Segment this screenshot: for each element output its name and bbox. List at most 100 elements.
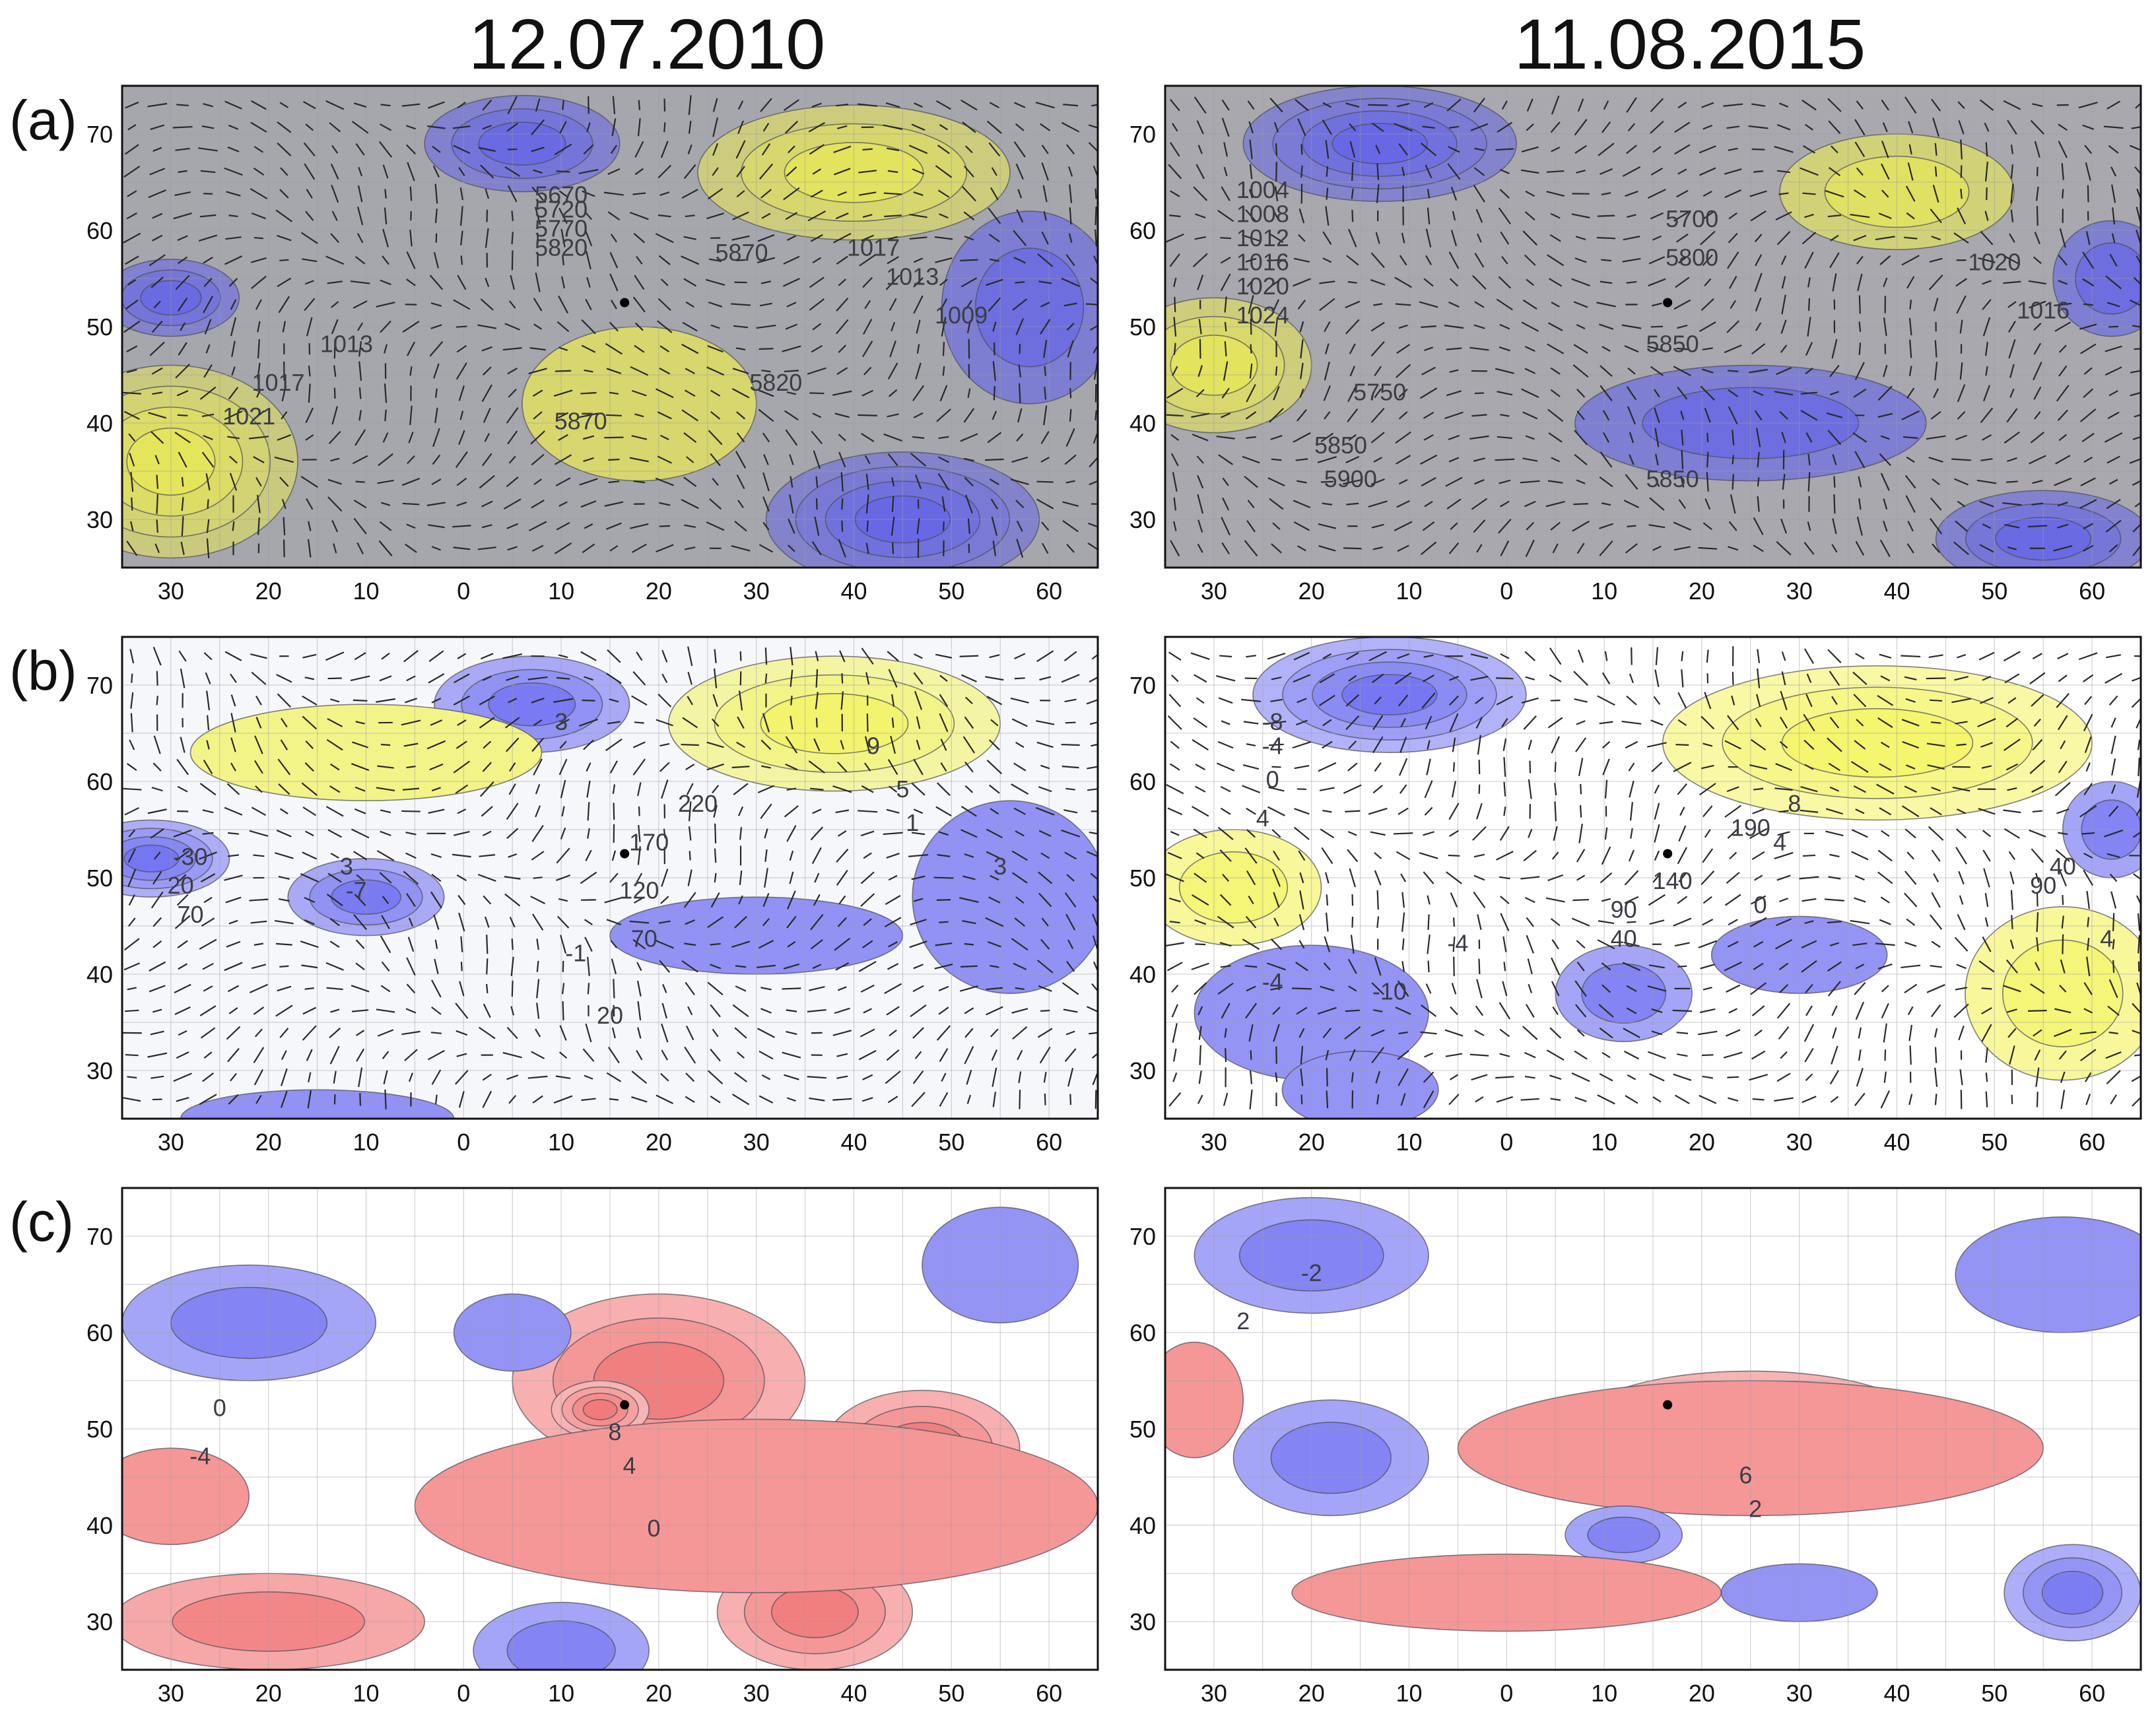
wind-vector — [2007, 697, 2017, 704]
wind-vector — [283, 539, 285, 558]
wind-vector — [1370, 279, 1386, 286]
wind-vector — [1037, 253, 1054, 267]
wind-vector — [712, 694, 718, 708]
wind-vector — [1877, 963, 1893, 970]
wind-vector — [250, 121, 267, 133]
wind-vector — [125, 101, 139, 109]
wind-vector — [1982, 936, 1992, 952]
wind-vector — [883, 832, 903, 836]
wind-vector — [1474, 147, 1485, 151]
wind-vector — [1274, 186, 1279, 201]
wind-vector — [2031, 502, 2044, 506]
wind-vector — [1224, 1028, 1227, 1038]
wind-vector — [253, 942, 264, 946]
wind-vector — [434, 183, 438, 204]
wind-vector — [1623, 941, 1640, 947]
wind-vector — [1757, 496, 1760, 512]
wind-vector — [2004, 523, 2020, 529]
wind-vector — [1067, 1068, 1074, 1087]
wind-vector — [2134, 502, 2141, 508]
wind-vector — [1774, 939, 1793, 950]
wind-vector — [1883, 498, 1888, 510]
wind-vector — [1958, 120, 1965, 135]
contour-label: 4 — [1773, 828, 1786, 855]
wind-vector — [936, 1025, 951, 1041]
wind-vector — [1168, 651, 1182, 661]
wind-vector — [1015, 987, 1025, 990]
lon-tick-label: 50 — [938, 1129, 964, 1156]
wind-vector — [203, 364, 213, 378]
wind-vector — [785, 736, 798, 754]
wind-vector — [1349, 123, 1357, 131]
contour-label: 220 — [678, 790, 718, 817]
wind-vector — [277, 142, 292, 156]
lon-tick-label: 20 — [646, 577, 672, 605]
wind-vector — [1424, 346, 1434, 351]
wind-vector — [1368, 104, 1388, 106]
wind-vector — [456, 325, 467, 328]
wind-vector — [2132, 1030, 2141, 1035]
wind-vector — [580, 651, 597, 661]
wind-vector — [2086, 956, 2091, 977]
wind-vector — [1061, 674, 1080, 683]
wind-vector — [1749, 917, 1767, 927]
wind-vector — [1325, 872, 1330, 884]
wind-vector — [1599, 540, 1613, 556]
wind-vector — [306, 1049, 313, 1061]
wind-vector — [1039, 319, 1051, 335]
wind-vector — [1901, 655, 1921, 658]
wind-vector — [1599, 523, 1614, 529]
lon-tick-label: 30 — [1201, 1129, 1227, 1156]
wind-vector — [2105, 366, 2122, 376]
contour-label: 5900 — [1324, 465, 1377, 492]
wind-vector — [1014, 653, 1026, 659]
wind-vector — [253, 854, 265, 857]
wind-vector — [1524, 500, 1536, 508]
panel-frame — [1164, 1187, 2142, 1671]
wind-vector — [810, 787, 824, 791]
wind-vector — [837, 191, 847, 197]
wind-vector — [382, 228, 389, 247]
wind-vector — [1754, 234, 1763, 243]
wind-vector — [913, 758, 924, 775]
wind-vector — [813, 894, 821, 906]
wind-vector — [477, 873, 496, 882]
wind-vector — [280, 1068, 288, 1086]
wind-vector — [1499, 876, 1510, 880]
wind-vector — [384, 409, 387, 422]
wind-vector — [1802, 99, 1817, 111]
wind-vector — [1195, 213, 1206, 218]
wind-vector — [1250, 344, 1252, 354]
wind-vector — [834, 1007, 850, 1014]
wind-vector — [1170, 453, 1179, 467]
wind-vector — [1373, 303, 1383, 306]
wind-vector — [710, 453, 721, 467]
wind-vector — [1728, 275, 1737, 289]
wind-vector — [535, 273, 541, 292]
wind-vector — [151, 787, 163, 792]
wind-vector — [1986, 187, 1988, 201]
wind-vector — [1930, 1004, 1941, 1018]
wind-vector — [1981, 765, 1992, 769]
wind-vector — [1196, 120, 1204, 135]
wind-vector — [1702, 896, 1712, 904]
wind-vector — [329, 1045, 340, 1065]
wind-vector — [203, 103, 213, 108]
wind-vector — [1396, 851, 1411, 861]
wind-vector — [884, 983, 902, 995]
wind-vector — [1832, 454, 1837, 465]
wind-vector — [858, 1049, 877, 1061]
wind-vector — [152, 917, 162, 927]
wind-vector — [177, 235, 188, 242]
wind-vector — [1091, 983, 1098, 993]
wind-vector — [1295, 458, 1308, 461]
wind-vector — [2028, 1009, 2047, 1012]
wind-vector — [1399, 255, 1407, 266]
wind-vector — [278, 783, 290, 795]
wind-vector — [536, 979, 540, 999]
wind-vector — [1858, 1027, 1862, 1039]
wind-vector — [808, 760, 825, 774]
wind-vector — [1650, 167, 1664, 176]
wind-vector — [1751, 1005, 1765, 1016]
contour-label: 1013 — [886, 263, 939, 290]
